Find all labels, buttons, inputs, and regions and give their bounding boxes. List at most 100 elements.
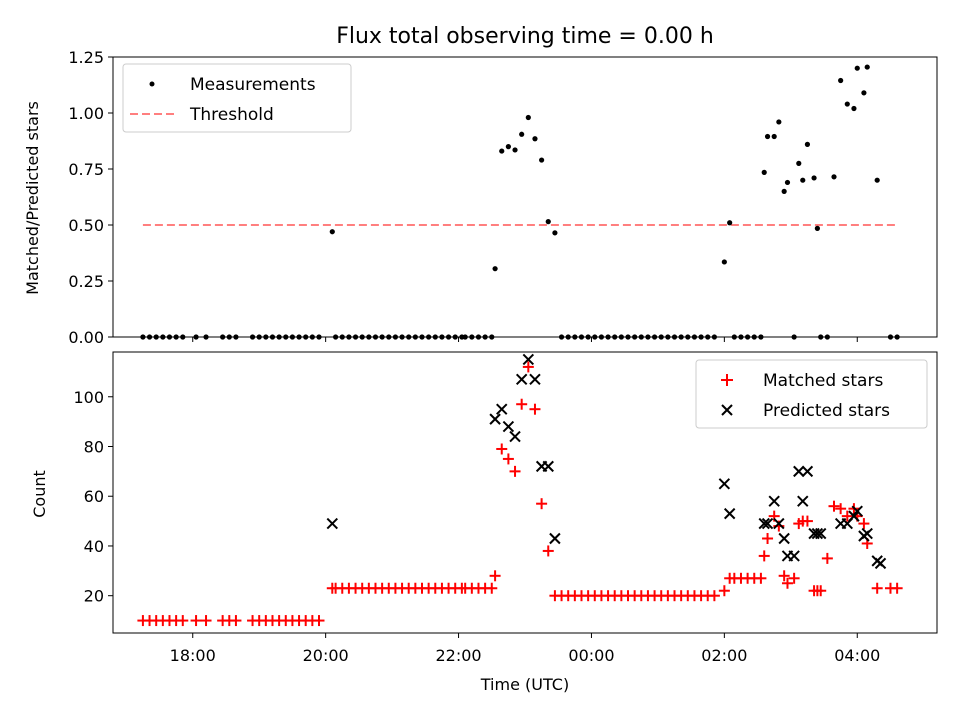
legend-predicted-label: Predicted stars <box>763 401 890 421</box>
top-legend: Measurements Threshold <box>122 63 352 133</box>
matched-star-point <box>815 585 827 597</box>
bottom-y-tick-label: 80 <box>84 437 104 456</box>
legend-measurements-label: Measurements <box>190 75 316 95</box>
top-plot-area: 0.00 0.25 0.50 0.75 1.00 1.25 <box>68 48 938 347</box>
predicted-star-point <box>502 420 515 433</box>
x-tick-label: 02:00 <box>701 646 747 665</box>
measurement-point <box>532 136 538 142</box>
measurement-point <box>499 148 505 154</box>
predicted-star-point <box>874 557 887 570</box>
predicted-star-point <box>758 517 770 530</box>
measurement-point <box>800 177 806 183</box>
matched-star-point <box>858 518 870 530</box>
predicted-star-point <box>778 532 790 545</box>
measurement-point <box>838 77 844 84</box>
predicted-star-point <box>773 517 785 530</box>
chart-title: Flux total observing time = 0.00 h <box>336 24 714 49</box>
measurement-point <box>519 131 525 137</box>
predicted-star-point <box>811 527 824 540</box>
predicted-star-point <box>761 517 774 530</box>
measurement-point <box>776 119 782 125</box>
measurement-point <box>831 174 837 180</box>
measurement-point <box>874 177 880 183</box>
measurement-point <box>329 229 335 235</box>
legend-threshold-label: Threshold <box>189 105 274 125</box>
matched-star-point <box>489 570 501 582</box>
matched-star-point <box>509 465 521 477</box>
top-y-tick-label: 1.25 <box>68 48 104 67</box>
measurement-point <box>727 220 733 226</box>
bottom-y-tick-label: 40 <box>84 537 104 556</box>
matched-star-point <box>502 453 514 465</box>
matched-star-point <box>496 443 508 455</box>
predicted-star-point <box>797 495 809 507</box>
matched-star-point <box>758 550 770 562</box>
measurement-point <box>861 90 867 96</box>
measurement-point <box>505 144 511 150</box>
x-axis-label: Time (UTC) <box>480 675 569 694</box>
x-tick-label: 00:00 <box>568 646 614 665</box>
x-tick-label: 18:00 <box>170 646 216 665</box>
bottom-y-axis-label: Count <box>30 470 49 518</box>
predicted-star-point <box>522 353 535 366</box>
matched-star-point <box>841 510 853 522</box>
bottom-y-tick-label: 20 <box>84 587 104 606</box>
top-axes-frame <box>112 56 938 338</box>
matched-star-point <box>177 615 189 627</box>
matched-star-point <box>835 503 847 515</box>
legend-matched-label: Matched stars <box>763 371 883 391</box>
measurement-point <box>552 230 558 236</box>
matched-star-point <box>230 615 242 627</box>
matched-star-point <box>891 582 903 594</box>
top-y-tick-label: 0.00 <box>68 328 104 347</box>
bottom-y-tick-label: 60 <box>84 487 104 506</box>
measurement-point <box>721 259 727 265</box>
measurement-point <box>545 219 551 225</box>
predicted-star-point <box>861 527 873 540</box>
matched-star-point <box>190 615 202 627</box>
matched-star-point <box>828 500 840 512</box>
top-y-tick-label: 0.50 <box>68 216 104 235</box>
predicted-star-point <box>723 507 736 520</box>
legend-measurements-marker <box>149 81 155 87</box>
x-tick-label: 04:00 <box>834 646 880 665</box>
matched-star-point <box>821 552 833 564</box>
predicted-star-point <box>815 527 827 540</box>
measurement-point <box>796 160 802 166</box>
bottom-legend: Matched stars Predicted stars <box>695 359 928 429</box>
predicted-star-point <box>489 413 501 425</box>
predicted-star-point <box>801 465 814 478</box>
bottom-axes-frame <box>112 351 938 634</box>
matched-star-point <box>708 590 720 602</box>
matched-star-point <box>778 570 790 582</box>
bottom-y-tick-label: 100 <box>73 388 104 407</box>
predicted-star-point <box>718 478 731 490</box>
predicted-star-point <box>529 373 541 386</box>
measurement-point <box>851 105 857 112</box>
matched-star-point <box>801 515 813 527</box>
legend-matched-marker <box>721 374 733 386</box>
predicted-star-point <box>515 373 528 386</box>
measurement-point <box>811 175 817 181</box>
top-y-tick-label: 0.25 <box>68 272 104 291</box>
matched-star-point <box>788 572 800 584</box>
measurement-point <box>864 64 870 70</box>
measurement-point <box>771 133 777 140</box>
top-y-axis-label: Matched/Predicted stars <box>23 101 42 295</box>
matched-star-point <box>516 398 528 410</box>
predicted-star-point <box>848 510 860 522</box>
matched-star-point <box>718 585 730 597</box>
matched-star-point <box>781 577 793 589</box>
measurement-point <box>512 147 518 153</box>
measurement-point <box>525 114 531 121</box>
matched-star-point <box>200 615 212 627</box>
top-y-tick-label: 0.75 <box>68 160 104 179</box>
x-tick-label: 22:00 <box>435 646 481 665</box>
measurement-point <box>492 266 498 272</box>
measurement-point <box>814 225 820 231</box>
predicted-star-point <box>549 532 561 545</box>
matched-star-point <box>755 572 767 584</box>
bottom-plot-area: 20 40 60 80 100 18:00 20:00 22:00 00:00 02:00 04:0… <box>73 351 938 665</box>
x-tick-label: 20:00 <box>303 646 349 665</box>
